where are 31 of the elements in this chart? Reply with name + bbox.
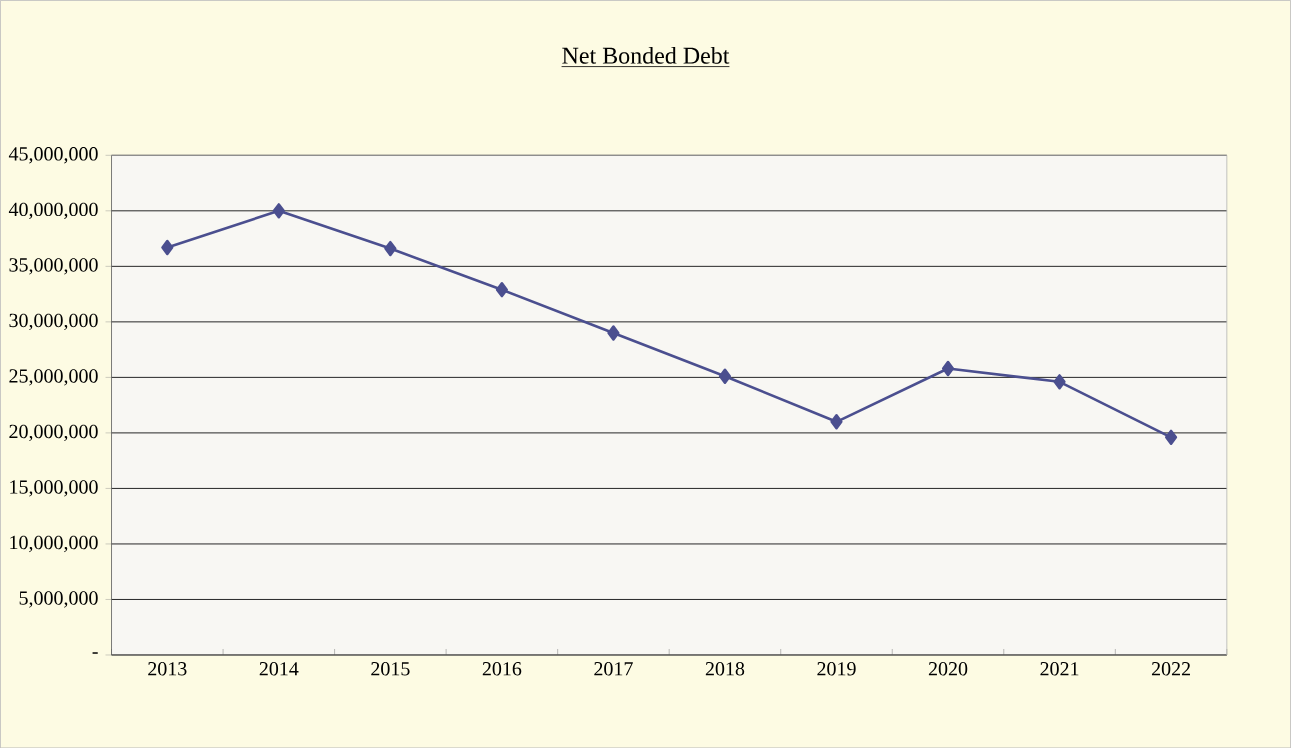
- y-tick-label: 25,000,000: [9, 369, 98, 386]
- chart-title: Net Bonded Debt: [562, 46, 730, 64]
- point: [941, 360, 955, 377]
- point: [1053, 373, 1066, 390]
- x-tick-label: 2019: [817, 661, 856, 676]
- y-tick-label: 30,000,000: [9, 313, 98, 330]
- x-tick-label: 2016: [482, 661, 522, 676]
- y-tick-label: 15,000,000: [10, 480, 98, 497]
- x-tick-label: 2022: [1151, 661, 1190, 676]
- y-tick-label: 20,000,000: [9, 424, 98, 441]
- x-tick-label: 2020: [928, 661, 968, 676]
- x-tick-label: 2014: [259, 661, 299, 676]
- y-tick-label: 35,000,000: [9, 258, 98, 275]
- point: [607, 325, 620, 341]
- point: [718, 368, 732, 384]
- y-tick-label: -: [92, 652, 98, 654]
- point: [272, 202, 285, 219]
- x-tick-label: 2021: [1040, 661, 1079, 676]
- x-tick-label: 2017: [594, 661, 633, 676]
- point: [1164, 429, 1178, 445]
- y-tick-label: 10,000,000: [10, 535, 98, 552]
- point: [384, 240, 397, 257]
- point: [161, 239, 174, 256]
- y-tick-label: 5,000,000: [19, 591, 98, 608]
- y-tick-label: 45,000,000: [8, 146, 98, 164]
- x-tick-label: 2013: [148, 661, 187, 676]
- x-tick-label: 2015: [371, 661, 410, 676]
- point: [495, 281, 508, 298]
- point: [830, 413, 843, 430]
- y-tick-label: 40,000,000: [8, 202, 98, 219]
- x-tick-label: 2018: [705, 661, 745, 676]
